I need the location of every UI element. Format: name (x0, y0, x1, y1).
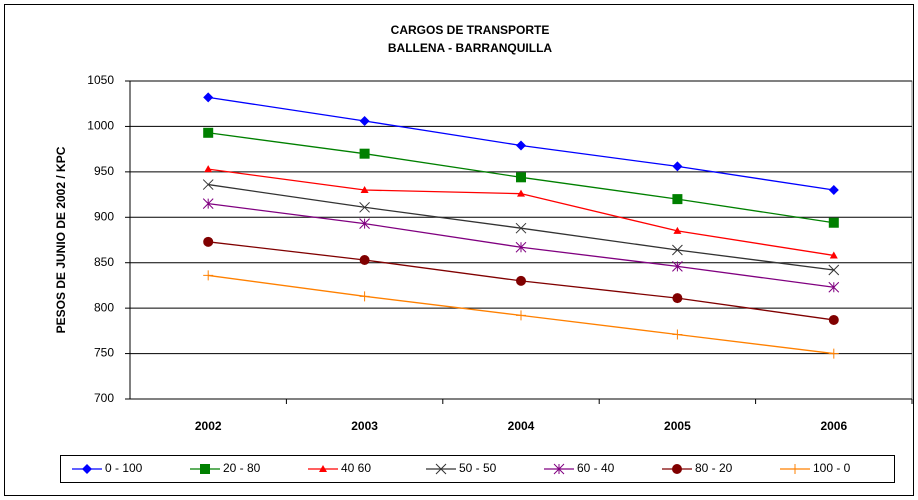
marker (203, 127, 214, 138)
marker (200, 464, 210, 474)
marker (202, 198, 214, 210)
marker (672, 260, 683, 272)
marker (515, 222, 527, 234)
marker (516, 310, 526, 321)
chart-title: CARGOS DE TRANSPORTE (391, 23, 550, 37)
marker (516, 140, 526, 151)
marker (828, 281, 840, 293)
marker (435, 463, 447, 475)
chart-subtitle: BALLENA - BARRANQUILLA (388, 41, 553, 55)
y-tick-label: 750 (94, 346, 114, 360)
legend-label: 0 - 100 (105, 461, 143, 475)
marker (204, 165, 213, 173)
legend-label: 100 - 0 (813, 461, 851, 475)
marker (82, 464, 92, 474)
y-axis-label: PESOS DE JUNIO DE 2002 / KPC (54, 146, 68, 333)
y-tick-label: 1000 (87, 119, 114, 133)
legend-label: 50 - 50 (459, 461, 497, 475)
marker (203, 270, 214, 281)
marker (360, 186, 369, 194)
marker (359, 201, 370, 213)
marker (790, 464, 800, 474)
plot-area (129, 80, 913, 400)
marker (672, 464, 682, 474)
y-tick-label: 950 (94, 164, 114, 178)
x-tick-label: 2003 (351, 419, 378, 433)
marker (672, 244, 683, 256)
marker (829, 251, 838, 259)
marker (319, 465, 327, 472)
marker (672, 161, 683, 172)
x-tick-label: 2004 (508, 419, 535, 433)
marker (828, 264, 840, 276)
marker (828, 217, 839, 228)
marker (673, 226, 682, 234)
marker (359, 115, 370, 126)
marker (516, 275, 526, 286)
legend-label: 20 - 80 (223, 461, 261, 475)
marker (202, 179, 214, 190)
marker (828, 314, 839, 325)
marker (203, 92, 214, 103)
x-tick-label: 2005 (664, 419, 691, 433)
y-tick-label: 700 (94, 391, 114, 405)
marker (828, 185, 839, 196)
marker (672, 194, 683, 205)
marker (672, 293, 683, 304)
marker (517, 189, 525, 197)
y-tick-label: 1050 (87, 73, 114, 87)
marker (359, 218, 370, 229)
marker (359, 291, 370, 302)
marker (828, 348, 839, 359)
y-tick-label: 850 (94, 255, 114, 269)
marker (515, 241, 527, 253)
marker (359, 254, 370, 265)
y-tick-label: 900 (94, 209, 114, 223)
x-tick-label: 2002 (195, 419, 222, 433)
legend-label: 60 - 40 (577, 461, 615, 475)
marker (516, 172, 526, 183)
marker (553, 463, 565, 475)
legend-label: 40 60 (341, 461, 371, 475)
y-tick-label: 800 (94, 300, 114, 314)
marker (203, 236, 214, 247)
legend-label: 80 - 20 (695, 461, 733, 475)
x-tick-label: 2006 (820, 419, 847, 433)
marker (359, 148, 370, 159)
marker (672, 329, 683, 340)
